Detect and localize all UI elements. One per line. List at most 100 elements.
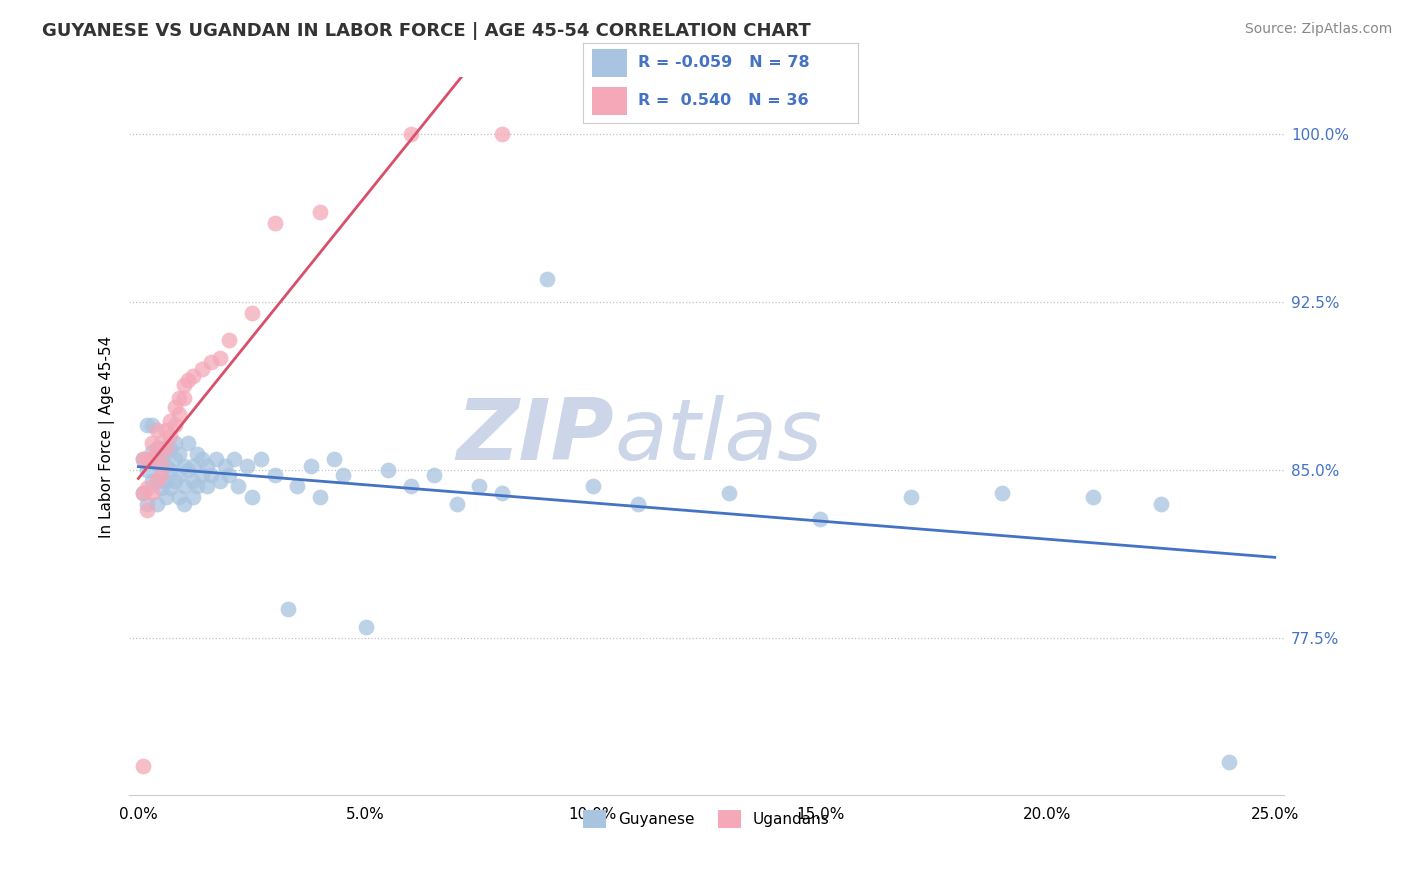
Point: [177, 463, 200, 477]
Point: [136, 418, 159, 433]
Bar: [592, 87, 627, 115]
Point: [491, 127, 513, 141]
Point: [423, 467, 446, 482]
Point: [181, 475, 204, 489]
Text: atlas: atlas: [614, 395, 823, 478]
Point: [155, 475, 177, 489]
Point: [173, 497, 195, 511]
Point: [536, 272, 558, 286]
Point: [136, 463, 159, 477]
Point: [277, 602, 299, 616]
Point: [209, 351, 232, 365]
Point: [222, 451, 245, 466]
Point: [1218, 755, 1240, 769]
Point: [145, 445, 167, 459]
Y-axis label: In Labor Force | Age 45-54: In Labor Force | Age 45-54: [100, 335, 115, 538]
Point: [900, 490, 922, 504]
Point: [167, 490, 190, 504]
Point: [322, 451, 344, 466]
Point: [163, 418, 186, 433]
Point: [159, 414, 181, 428]
Point: [155, 423, 177, 437]
Text: R = -0.059   N = 78: R = -0.059 N = 78: [638, 55, 810, 70]
Point: [150, 456, 173, 470]
Point: [191, 467, 214, 482]
Point: [145, 475, 167, 489]
Point: [155, 441, 177, 455]
Point: [132, 485, 155, 500]
Point: [173, 391, 195, 405]
Point: [209, 475, 232, 489]
Point: [141, 451, 163, 466]
Point: [181, 490, 204, 504]
Point: [155, 445, 177, 459]
Point: [377, 463, 399, 477]
Point: [136, 451, 159, 466]
Point: [141, 475, 163, 489]
Point: [141, 445, 163, 459]
Point: [468, 479, 491, 493]
Point: [309, 205, 332, 219]
Point: [155, 458, 177, 473]
Point: [263, 216, 285, 230]
Point: [214, 458, 236, 473]
Point: [240, 490, 263, 504]
Point: [808, 512, 831, 526]
Point: [159, 429, 181, 443]
Point: [582, 479, 605, 493]
Point: [250, 451, 273, 466]
Point: [181, 368, 204, 383]
Point: [718, 485, 741, 500]
Point: [167, 447, 190, 461]
Point: [167, 391, 190, 405]
Point: [163, 436, 186, 450]
Point: [287, 479, 309, 493]
Point: [173, 377, 195, 392]
Point: [200, 467, 222, 482]
Point: [236, 458, 259, 473]
Point: [177, 373, 200, 387]
Point: [150, 436, 173, 450]
Point: [150, 481, 173, 495]
Point: [491, 485, 513, 500]
Point: [163, 451, 186, 466]
Point: [159, 481, 181, 495]
Point: [191, 362, 214, 376]
Point: [186, 479, 208, 493]
Point: [150, 441, 173, 455]
Point: [141, 436, 163, 450]
Point: [195, 458, 218, 473]
Text: ZIP: ZIP: [457, 395, 614, 478]
Point: [136, 481, 159, 495]
Point: [141, 451, 163, 466]
Point: [163, 475, 186, 489]
Point: [204, 451, 226, 466]
Point: [150, 467, 173, 482]
Point: [200, 355, 222, 369]
Point: [159, 463, 181, 477]
Legend: Guyanese, Ugandans: Guyanese, Ugandans: [578, 804, 837, 834]
Point: [218, 467, 240, 482]
Point: [332, 467, 354, 482]
Point: [145, 456, 167, 470]
Point: [195, 479, 218, 493]
Point: [167, 467, 190, 482]
Text: R =  0.540   N = 36: R = 0.540 N = 36: [638, 93, 808, 108]
Point: [145, 423, 167, 437]
Point: [218, 333, 240, 347]
Point: [1081, 490, 1104, 504]
Point: [141, 418, 163, 433]
Point: [186, 447, 208, 461]
Point: [309, 490, 332, 504]
Point: [173, 479, 195, 493]
Point: [167, 407, 190, 421]
Point: [177, 436, 200, 450]
Point: [141, 485, 163, 500]
Point: [132, 451, 155, 466]
Point: [627, 497, 650, 511]
Point: [136, 497, 159, 511]
Point: [399, 127, 422, 141]
Point: [240, 306, 263, 320]
Point: [299, 458, 322, 473]
Point: [150, 451, 173, 466]
